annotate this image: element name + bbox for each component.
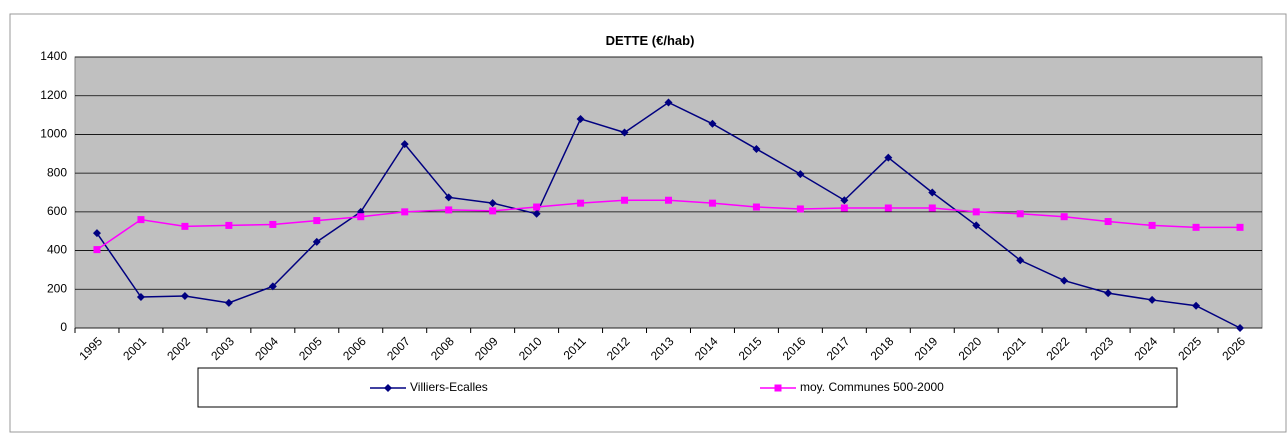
point bbox=[136, 293, 145, 302]
point bbox=[664, 98, 673, 107]
point bbox=[1192, 301, 1201, 310]
point bbox=[489, 207, 497, 215]
point bbox=[620, 128, 629, 137]
point bbox=[752, 144, 761, 153]
y-tick-label: 0 bbox=[60, 320, 67, 334]
legend bbox=[197, 367, 1178, 408]
point bbox=[1104, 218, 1112, 226]
point bbox=[840, 196, 849, 205]
y-tick-label: 400 bbox=[47, 243, 67, 257]
point bbox=[313, 217, 321, 225]
point bbox=[312, 237, 321, 246]
point bbox=[1016, 210, 1024, 218]
point bbox=[1060, 276, 1069, 285]
point bbox=[840, 204, 848, 212]
point bbox=[533, 203, 541, 211]
point bbox=[752, 203, 760, 211]
point bbox=[1192, 223, 1200, 231]
point bbox=[357, 213, 365, 221]
point bbox=[444, 193, 453, 202]
y-tick-label: 800 bbox=[47, 165, 67, 179]
point bbox=[884, 204, 892, 212]
legend-label: Villiers-Ecalles bbox=[410, 380, 488, 394]
point bbox=[401, 208, 409, 216]
point bbox=[445, 206, 453, 214]
point bbox=[225, 221, 233, 229]
point bbox=[928, 204, 936, 212]
legend-label: moy. Communes 500-2000 bbox=[800, 380, 944, 394]
point bbox=[180, 292, 189, 301]
point bbox=[224, 298, 233, 307]
point bbox=[92, 229, 101, 238]
point bbox=[1060, 213, 1068, 221]
point bbox=[621, 196, 629, 204]
point bbox=[665, 196, 672, 204]
legend-marker bbox=[774, 384, 782, 392]
point bbox=[181, 222, 189, 230]
point bbox=[708, 199, 716, 207]
point bbox=[708, 119, 717, 128]
point bbox=[576, 114, 585, 123]
point bbox=[268, 282, 277, 291]
point bbox=[577, 199, 585, 207]
point bbox=[93, 246, 101, 254]
point bbox=[972, 221, 981, 230]
point bbox=[1148, 221, 1156, 229]
chart-title: DETTE (€/hab) bbox=[606, 33, 695, 48]
point bbox=[1016, 256, 1025, 265]
y-tick-label: 1000 bbox=[40, 127, 67, 141]
point bbox=[796, 170, 805, 179]
point bbox=[1236, 324, 1245, 332]
point bbox=[137, 216, 145, 224]
legend-marker bbox=[384, 384, 392, 392]
y-tick-label: 200 bbox=[47, 281, 67, 295]
point bbox=[532, 209, 541, 218]
y-tick-label: 1200 bbox=[40, 88, 67, 102]
y-tick-label: 1400 bbox=[40, 49, 67, 63]
point bbox=[1104, 289, 1113, 298]
point bbox=[400, 140, 409, 149]
point bbox=[796, 205, 804, 213]
point bbox=[972, 208, 980, 216]
point bbox=[1148, 295, 1157, 304]
point bbox=[488, 199, 497, 208]
y-tick-label: 600 bbox=[47, 204, 67, 218]
point bbox=[928, 188, 937, 197]
point bbox=[269, 220, 277, 228]
plot-area bbox=[74, 56, 1263, 329]
point bbox=[1236, 223, 1244, 231]
point bbox=[884, 153, 893, 162]
